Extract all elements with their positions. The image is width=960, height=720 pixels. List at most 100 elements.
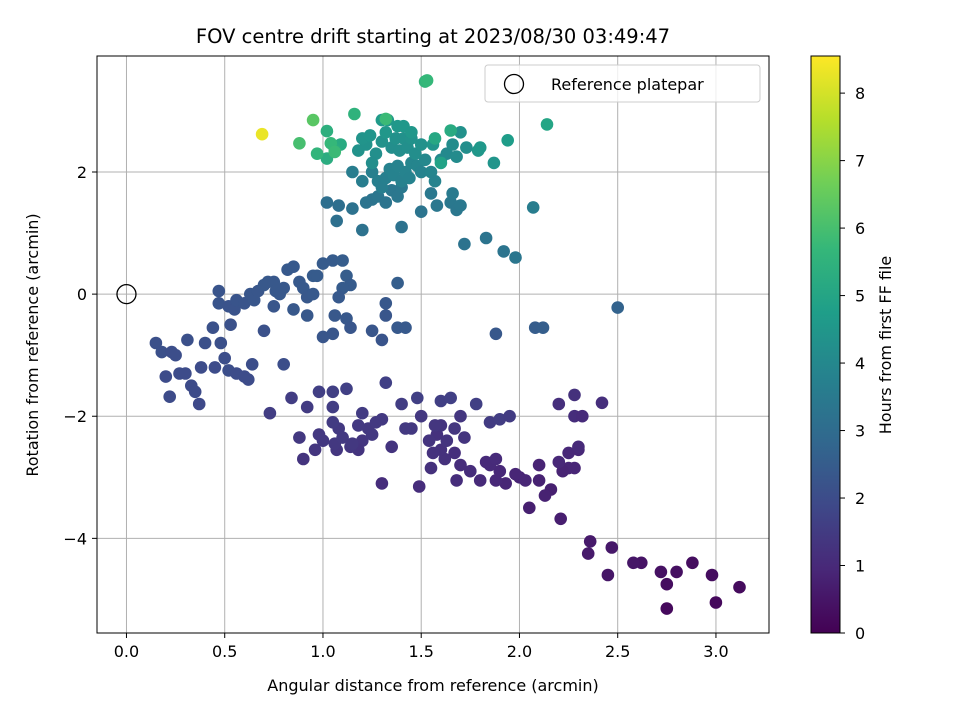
data-point xyxy=(346,165,359,179)
data-point xyxy=(458,431,471,444)
data-point xyxy=(242,373,255,386)
data-point xyxy=(686,556,699,570)
data-point xyxy=(454,458,467,472)
data-point xyxy=(340,382,353,396)
data-point xyxy=(660,577,674,591)
data-point xyxy=(356,223,369,237)
data-point xyxy=(214,336,228,350)
colorbar-ticks: 0 1 2 3 4 5 6 7 8 xyxy=(840,84,865,643)
colorbar-label: Hours from first FF file xyxy=(876,256,895,435)
data-point xyxy=(399,422,412,435)
colorbar-tick-label: 8 xyxy=(855,84,865,103)
data-point xyxy=(149,336,163,350)
data-point xyxy=(705,568,719,582)
data-point xyxy=(330,214,344,228)
data-point xyxy=(365,428,379,441)
data-point xyxy=(412,480,426,493)
data-point xyxy=(336,431,349,444)
data-point xyxy=(479,231,493,245)
data-points xyxy=(149,74,746,615)
data-point xyxy=(509,467,522,481)
data-point xyxy=(430,199,444,212)
data-point xyxy=(198,336,212,350)
data-point xyxy=(501,134,514,147)
data-point xyxy=(391,276,404,290)
data-point xyxy=(206,321,220,335)
data-point xyxy=(532,458,546,472)
x-tick-label: 2.5 xyxy=(605,642,630,661)
data-point xyxy=(310,147,324,160)
data-point xyxy=(709,596,723,609)
legend-entry-reference: Reference platepar xyxy=(551,75,704,94)
x-tick-label: 1.5 xyxy=(408,642,433,661)
data-point xyxy=(489,452,503,466)
data-point xyxy=(434,156,448,170)
data-point xyxy=(446,138,459,151)
data-point xyxy=(428,419,442,432)
data-point xyxy=(346,202,359,215)
data-point xyxy=(365,324,379,338)
data-point xyxy=(509,251,522,264)
data-point xyxy=(224,318,237,332)
data-point xyxy=(440,147,454,160)
data-point xyxy=(540,118,554,131)
data-point xyxy=(414,409,428,423)
reference-marker-group xyxy=(116,283,137,305)
data-point xyxy=(348,107,361,121)
data-point xyxy=(424,187,438,200)
data-point xyxy=(287,303,300,316)
colorbar-tick-label: 7 xyxy=(855,152,865,171)
data-point xyxy=(454,199,467,212)
data-point xyxy=(454,126,467,139)
data-point xyxy=(316,434,330,448)
data-point xyxy=(375,333,389,347)
data-point xyxy=(576,409,589,423)
y-tick-label: 0 xyxy=(77,285,87,304)
legend: Reference platepar xyxy=(484,64,761,103)
data-point xyxy=(285,391,298,405)
data-point xyxy=(267,300,281,313)
data-point xyxy=(428,174,442,188)
data-point xyxy=(414,138,428,151)
data-point xyxy=(375,477,389,490)
data-point xyxy=(444,391,458,405)
data-point xyxy=(194,361,208,374)
colorbar-tick-label: 1 xyxy=(855,557,865,576)
data-point xyxy=(306,113,320,127)
data-point xyxy=(493,413,507,426)
data-point xyxy=(179,367,192,380)
data-point xyxy=(238,297,251,310)
data-point xyxy=(568,461,581,475)
y-tick-label: 2 xyxy=(77,163,87,182)
data-point xyxy=(352,419,365,432)
data-point xyxy=(440,434,454,448)
data-point xyxy=(344,321,357,335)
x-axis-ticks: 0.0 0.5 1.0 1.5 2.0 2.5 3.0 xyxy=(114,633,729,661)
data-point xyxy=(399,321,412,335)
data-point xyxy=(326,400,340,414)
data-point xyxy=(411,391,424,405)
data-point xyxy=(464,464,477,478)
data-point xyxy=(293,137,306,150)
data-point xyxy=(538,489,552,502)
data-point xyxy=(554,512,567,526)
x-tick-label: 2.0 xyxy=(507,642,532,661)
data-point xyxy=(428,132,442,145)
data-point xyxy=(489,327,503,341)
data-point xyxy=(519,474,532,487)
data-point xyxy=(460,141,473,154)
data-point xyxy=(328,145,342,159)
data-point xyxy=(450,474,463,487)
data-point xyxy=(572,440,585,454)
data-point xyxy=(420,74,434,87)
data-point xyxy=(458,237,471,251)
colorbar-tick-label: 4 xyxy=(855,354,865,373)
y-tick-label: −2 xyxy=(63,407,87,426)
data-point xyxy=(581,547,595,560)
data-point xyxy=(379,297,393,310)
data-point xyxy=(365,156,379,170)
data-point xyxy=(385,440,399,454)
data-point xyxy=(426,446,440,460)
data-point xyxy=(434,394,448,408)
